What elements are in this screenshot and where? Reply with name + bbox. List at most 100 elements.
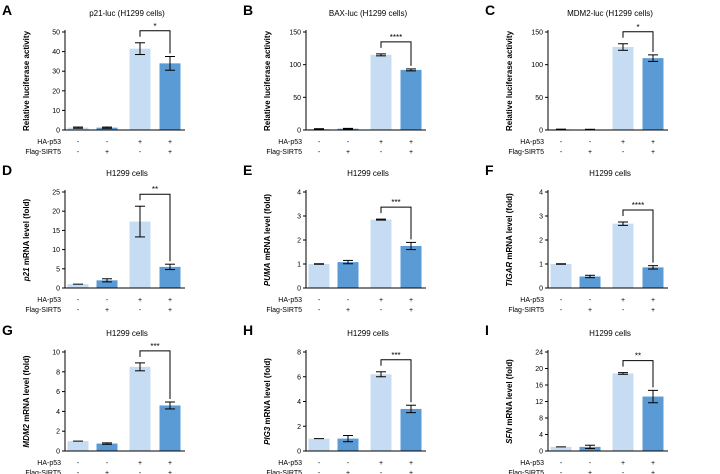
condition-mark: - <box>106 297 109 304</box>
significance-label: *** <box>391 198 400 207</box>
panel-letter: B <box>243 2 253 18</box>
y-tick-label: 0 <box>56 128 60 135</box>
y-tick-label: 0 <box>56 286 60 293</box>
y-axis-label-text: mRNA level (fold) <box>22 355 31 424</box>
chart-title: H1299 cells <box>106 329 148 338</box>
y-axis-label: TIGAR mRNA level (fold) <box>505 193 514 287</box>
condition-mark: - <box>77 139 80 146</box>
row-label-flag-sirt5: Flag-SIRT5 <box>25 149 61 156</box>
condition-mark: + <box>168 307 172 314</box>
condition-mark: - <box>318 460 321 467</box>
row-label-ha-p53: HA-p53 <box>520 297 544 304</box>
panel-letter: E <box>243 162 252 178</box>
condition-mark: - <box>589 460 592 467</box>
condition-mark: - <box>77 149 80 156</box>
significance-bracket <box>380 41 412 66</box>
significance-bracket <box>139 30 171 54</box>
y-axis-label-gene: p21 <box>22 267 31 282</box>
condition-mark: + <box>651 297 655 304</box>
condition-mark: - <box>77 297 80 304</box>
y-tick-label: 40 <box>52 49 60 56</box>
condition-mark: - <box>139 307 142 314</box>
y-axis-label-text: Relative luciferase activity <box>505 30 514 131</box>
bar <box>96 280 118 288</box>
bar <box>642 396 664 451</box>
condition-mark: - <box>560 139 563 146</box>
y-tick-label: 2 <box>56 429 60 436</box>
condition-mark: + <box>409 460 413 467</box>
bar <box>308 438 330 451</box>
condition-mark: + <box>138 139 142 146</box>
condition-mark: + <box>651 460 655 467</box>
condition-mark: + <box>621 297 625 304</box>
chart-title: H1299 cells <box>589 329 631 338</box>
bar <box>612 47 634 130</box>
y-tick-label: 5 <box>56 266 60 273</box>
bar <box>159 266 181 288</box>
condition-mark: - <box>318 297 321 304</box>
y-tick-label: 0 <box>539 286 543 293</box>
row-label-ha-p53: HA-p53 <box>37 139 61 146</box>
condition-mark: - <box>77 460 80 467</box>
y-tick-label: 2 <box>539 238 543 245</box>
condition-mark: + <box>409 149 413 156</box>
panel-letter: G <box>2 322 13 338</box>
condition-mark: - <box>560 149 563 156</box>
row-label-flag-sirt5: Flag-SIRT5 <box>508 149 544 156</box>
y-axis-label-gene: PIG3 <box>263 426 272 445</box>
condition-mark: + <box>346 307 350 314</box>
significance-bracket <box>139 193 171 262</box>
condition-mark: - <box>347 460 350 467</box>
y-tick-label: 3 <box>539 214 543 221</box>
row-label-ha-p53: HA-p53 <box>278 460 302 467</box>
bar <box>337 438 359 451</box>
condition-mark: - <box>589 139 592 146</box>
bar <box>550 264 572 288</box>
condition-mark: - <box>106 139 109 146</box>
y-tick-label: 0 <box>297 286 301 293</box>
significance-bracket <box>622 31 654 52</box>
bar <box>400 408 422 451</box>
y-axis-label-gene: PUMA <box>263 262 272 286</box>
y-tick-label: 20 <box>535 366 543 373</box>
condition-mark: + <box>621 139 625 146</box>
condition-mark: - <box>318 139 321 146</box>
condition-mark: + <box>168 297 172 304</box>
y-tick-label: 24 <box>535 350 543 357</box>
panel-h: H H1299 cells PIG3 mRNA level (fold) 0 2 4 6 8 *… <box>243 322 426 474</box>
condition-mark: + <box>588 307 592 314</box>
y-axis-label-text: Relative luciferase activity <box>263 30 272 131</box>
panel-f: F H1299 cells TIGAR mRNA level (fold) 0 1 2 3 4… <box>485 162 668 314</box>
y-tick-label: 30 <box>52 69 60 76</box>
panel-letter: C <box>485 2 495 18</box>
condition-mark: + <box>588 470 592 474</box>
row-label-ha-p53: HA-p53 <box>278 297 302 304</box>
condition-mark: + <box>409 470 413 474</box>
condition-mark: + <box>138 297 142 304</box>
bar <box>96 443 118 451</box>
bar <box>400 246 422 288</box>
y-tick-label: 10 <box>52 350 60 357</box>
y-tick-label: 20 <box>52 209 60 216</box>
bar <box>337 262 359 288</box>
condition-mark: + <box>168 460 172 467</box>
condition-mark: + <box>379 139 383 146</box>
chart-title: H1299 cells <box>347 169 389 178</box>
y-axis-label-text: mRNA level (fold) <box>263 358 272 427</box>
y-axis-label-text: mRNA level (fold) <box>505 193 514 262</box>
row-label-flag-sirt5: Flag-SIRT5 <box>266 307 302 314</box>
panel-e: E H1299 cells PUMA mRNA level (fold) 0 1 2 3 4 *… <box>243 162 426 314</box>
y-tick-label: 25 <box>52 190 60 197</box>
condition-mark: + <box>105 307 109 314</box>
significance-label: **** <box>632 201 644 210</box>
y-tick-label: 8 <box>56 369 60 376</box>
y-tick-label: 50 <box>293 95 301 102</box>
significance-bracket <box>139 350 171 399</box>
y-axis-label-gene: SFN <box>505 428 514 444</box>
panel-c: C MDM2-luc (H1299 cells) Relative lucifera… <box>485 2 668 156</box>
y-axis-label: PIG3 mRNA level (fold) <box>263 358 272 445</box>
condition-mark: - <box>622 149 625 156</box>
row-label-flag-sirt5: Flag-SIRT5 <box>266 149 302 156</box>
condition-mark: + <box>409 297 413 304</box>
bar <box>612 373 634 451</box>
